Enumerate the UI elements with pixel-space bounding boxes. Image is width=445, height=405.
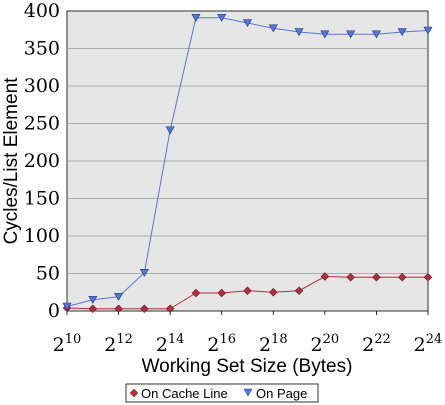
x-tick-label: 216: [207, 332, 236, 356]
x-axis-label: Working Set Size (Bytes): [142, 356, 353, 377]
data-point-on-cache-line: [269, 288, 278, 297]
y-tick-label: 250: [24, 113, 60, 135]
data-point-on-page: [268, 24, 278, 33]
data-point-on-cache-line: [217, 288, 226, 298]
y-tick-label: 50: [36, 263, 60, 285]
legend-marker-cache-line: [129, 388, 139, 398]
grid-lines: [67, 48, 428, 274]
series-on-cache-line: [62, 272, 433, 313]
data-point-on-page: [423, 26, 433, 35]
data-point-on-cache-line: [397, 273, 407, 282]
data-point-on-page: [165, 126, 175, 135]
data-point-on-cache-line: [423, 273, 433, 282]
y-tick-label: 300: [24, 75, 60, 97]
data-point-on-page: [294, 28, 304, 37]
x-tick-label: 220: [311, 332, 340, 356]
data-point-on-page: [191, 13, 201, 22]
legend-box: [125, 383, 319, 403]
x-axis-ticks: 210 212 214 216 218 220 222 224: [53, 311, 443, 356]
x-tick-label: 222: [362, 332, 391, 356]
data-point-on-page: [346, 30, 356, 39]
x-tick-label: 212: [104, 332, 133, 356]
x-tick-label: 214: [156, 332, 185, 356]
series-layer: [62, 13, 433, 313]
y-axis-label: Cycles/List Element: [1, 77, 22, 245]
y-tick-label: 0: [48, 300, 60, 322]
data-point-on-cache-line: [114, 304, 123, 313]
data-point-on-page: [371, 30, 381, 39]
y-tick-label: 100: [24, 225, 60, 247]
series-on-page: [62, 13, 433, 311]
data-point-on-cache-line: [140, 304, 149, 313]
x-tick-label: 224: [414, 332, 443, 356]
data-point-on-cache-line: [320, 272, 330, 281]
legend-marker-page: [243, 388, 253, 397]
legend-label-cache-line: On Cache Line: [141, 386, 228, 401]
data-point-on-cache-line: [88, 304, 98, 313]
data-point-on-cache-line: [191, 288, 201, 298]
x-tick-label: 218: [259, 332, 288, 356]
data-point-on-page: [242, 19, 253, 28]
data-point-on-page: [88, 295, 98, 304]
y-tick-label: 400: [24, 0, 60, 22]
y-tick-label: 200: [24, 150, 60, 172]
data-point-on-page: [320, 30, 330, 39]
x-tick-label: 210: [53, 332, 82, 356]
data-point-on-cache-line: [372, 273, 381, 282]
data-point-on-cache-line: [165, 304, 175, 313]
data-point-on-page: [397, 28, 407, 37]
data-point-on-page: [62, 302, 72, 311]
data-point-on-page: [139, 268, 149, 277]
legend: On Cache Line On Page: [125, 383, 319, 403]
y-axis-ticks: 0 50 100 150 200 250 300 350 400: [24, 0, 60, 322]
data-point-on-page: [114, 292, 124, 301]
legend-label-page: On Page: [256, 386, 307, 401]
data-point-on-cache-line: [243, 286, 252, 295]
data-point-on-page: [217, 13, 227, 22]
data-point-on-cache-line: [294, 286, 304, 295]
y-tick-label: 150: [24, 188, 60, 210]
data-point-on-cache-line: [346, 273, 355, 282]
y-tick-label: 350: [24, 38, 60, 60]
